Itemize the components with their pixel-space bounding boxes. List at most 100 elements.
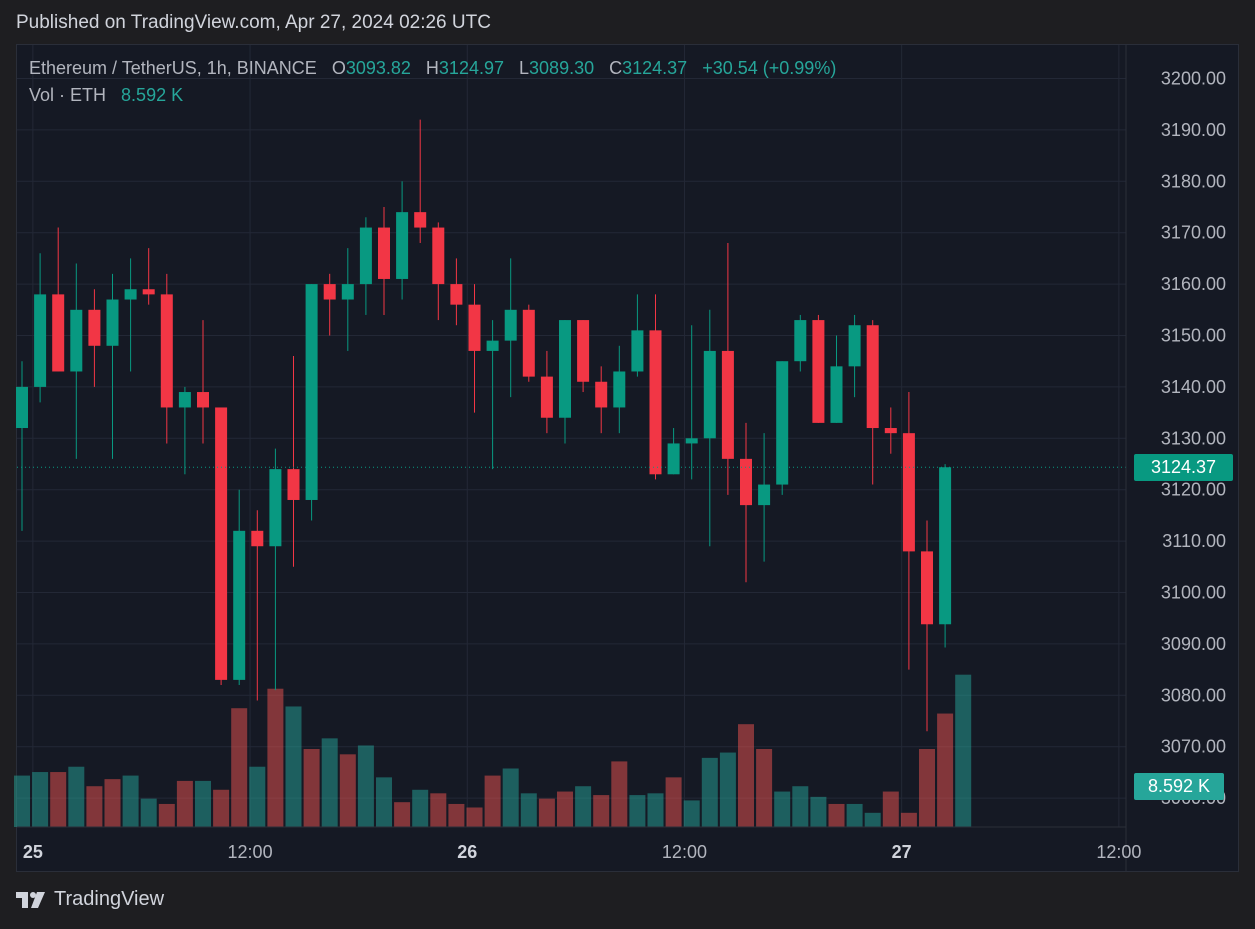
volume-bar [701,757,718,827]
legend-low-value: 3089.30 [529,58,595,78]
volume-bar [213,789,230,827]
candle-body [287,469,300,500]
volume-bar [412,789,429,827]
volume-bar [140,798,157,827]
candle-body [142,289,155,295]
volume-bar [774,791,791,827]
legend-change-value: +30.54 (+0.99%) [702,58,837,78]
candle-body [251,530,264,547]
candle-body [486,340,499,351]
candle-body [359,227,372,285]
candle-body [124,289,137,300]
volume-bar [738,724,754,827]
price-tick-label: 3100.00 [1161,583,1226,603]
volume-bar [719,752,736,827]
price-tick-label: 3110.00 [1162,531,1226,551]
volume-bar [502,768,519,827]
candle-body [866,325,879,429]
volume-bar [538,798,555,827]
candle-body [812,320,825,423]
legend-volume-row: Vol · ETH 8.592 K [29,85,836,112]
candle-body [341,284,354,300]
time-axis[interactable]: 25 12:00 26 12:00 27 12:00 [17,826,1141,862]
candlesticks [16,119,952,732]
candle-body [16,386,28,429]
volume-bar [376,777,392,827]
chart-legend: Ethereum / TetherUS, 1h, BINANCE O3093.8… [29,58,836,112]
price-tick-label: 3120.00 [1161,480,1226,500]
candle-body [902,433,915,552]
legend-open-label: O [331,58,346,78]
time-tick-label: 26 [457,842,477,862]
legend-volume-label[interactable]: Vol · ETH [29,85,107,105]
volume-bar [647,793,664,827]
candle-body [215,407,228,680]
price-tick-label: 3080.00 [1161,685,1226,705]
candle-body [233,530,246,680]
candle-body [269,469,282,547]
candle-body [721,350,734,459]
volume-bar [448,803,465,827]
candle-body [649,330,662,475]
candle-body [884,428,897,434]
footer-brand[interactable]: TradingView [16,888,164,911]
volume-bar [756,749,773,827]
volume-bar [14,775,30,827]
volume-bar [303,749,320,827]
candle-body [577,320,590,382]
price-tick-label: 3190.00 [1161,120,1226,140]
volume-bar [629,795,646,827]
price-tick-label: 3070.00 [1161,737,1226,757]
candle-body [396,212,409,279]
legend-high-label: H [425,58,439,78]
volume-bar [104,779,121,827]
volume-bar [249,766,266,827]
candle-body [667,443,680,475]
volume-bar [267,688,284,827]
candle-body [685,438,698,444]
volume-bar [430,793,447,827]
grid-lines [17,45,1126,827]
volume-bar [792,786,809,827]
candle-body [106,299,119,346]
price-tick-label: 3140.00 [1161,377,1226,397]
volume-bar [32,772,49,827]
candle-body [70,309,83,372]
price-tick-label: 3180.00 [1161,171,1226,191]
volume-bar [176,780,193,827]
candle-body [758,484,771,506]
volume-bar [520,793,537,827]
candle-body [160,294,173,408]
volume-bar [665,777,682,827]
volume-bar [864,812,881,827]
candle-body [378,227,390,279]
candle-body [88,309,101,346]
volume-bars [14,674,972,827]
legend-close-label: C [609,58,623,78]
volume-bar [593,795,610,827]
legend-volume-value: 8.592 K [121,85,184,105]
footer-brand-name: TradingView [54,888,165,910]
candle-body [595,381,608,408]
volume-bar [394,802,411,827]
price-tick-label: 3130.00 [1161,428,1226,448]
volume-bar [683,800,700,827]
candle-body [631,330,644,372]
price-tick-label: 3200.00 [1161,69,1226,89]
price-tick-label: 3150.00 [1161,326,1226,346]
candle-body [504,309,517,341]
volume-bar [321,738,338,827]
volume-bar [339,754,356,827]
candle-body [323,284,336,300]
volume-bar [575,786,592,827]
volume-bar [846,803,863,827]
candle-body [848,325,861,367]
legend-close-value: 3124.37 [622,58,688,78]
candle-body [776,361,789,485]
published-caption: Published on TradingView.com, Apr 27, 20… [16,12,491,33]
legend-symbol[interactable]: Ethereum / TetherUS, 1h, BINANCE [29,58,317,78]
candle-body [740,458,752,506]
volume-bar [611,761,628,827]
candle-body [197,392,209,408]
